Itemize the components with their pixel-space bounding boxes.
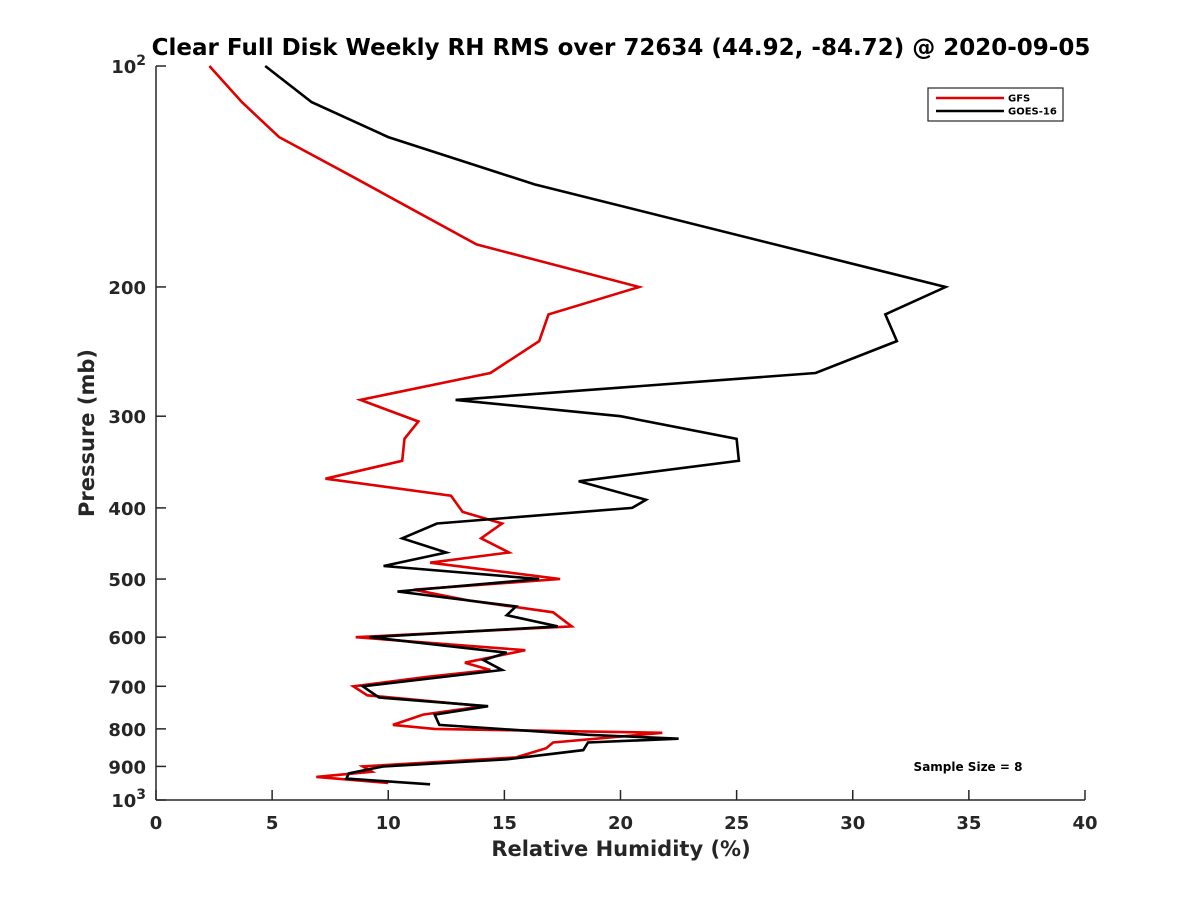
legend-label-gfs: GFS — [1008, 94, 1030, 105]
x-tick-label: 10 — [376, 813, 401, 834]
y-tick-label: 200 — [108, 278, 146, 299]
y-tick-label: 300 — [108, 407, 146, 428]
chart-title: Clear Full Disk Weekly RH RMS over 72634… — [152, 35, 1091, 61]
series-line-goes-16 — [264, 64, 950, 786]
chart-series-layer — [208, 64, 950, 786]
legend-label-goes-16: GOES-16 — [1008, 107, 1057, 118]
y-axis-ticks: 102 200 300 400 500 600 700 800 900 103 — [108, 53, 166, 812]
series-line-gfs — [208, 65, 663, 785]
y-axis-label: Pressure (mb) — [75, 349, 99, 517]
chart-axes — [155, 66, 1085, 801]
x-tick-label: 5 — [266, 813, 279, 834]
y-tick-label: 600 — [108, 628, 146, 649]
x-axis-ticks: 0 5 10 15 20 25 30 35 40 — [150, 790, 1098, 834]
x-tick-label: 30 — [840, 813, 865, 834]
x-tick-label: 15 — [492, 813, 517, 834]
y-tick-label: 500 — [108, 570, 146, 591]
x-axis-label: Relative Humidity (%) — [491, 837, 750, 861]
y-tick-label: 800 — [108, 720, 146, 741]
y-tick-label: 103 — [111, 787, 146, 812]
legend-box — [927, 87, 1064, 122]
chart-legend: GFS GOES-16 — [927, 87, 1064, 122]
x-tick-label: 35 — [956, 813, 981, 834]
y-tick-label: 102 — [111, 53, 146, 78]
x-tick-label: 25 — [724, 813, 749, 834]
y-tick-label: 400 — [108, 499, 146, 520]
sample-size-annotation: Sample Size = 8 — [914, 760, 1023, 774]
x-tick-label: 40 — [1072, 813, 1097, 834]
y-tick-label: 900 — [108, 757, 146, 778]
y-tick-label: 700 — [108, 677, 146, 698]
x-tick-label: 0 — [150, 813, 163, 834]
x-tick-label: 20 — [608, 813, 633, 834]
